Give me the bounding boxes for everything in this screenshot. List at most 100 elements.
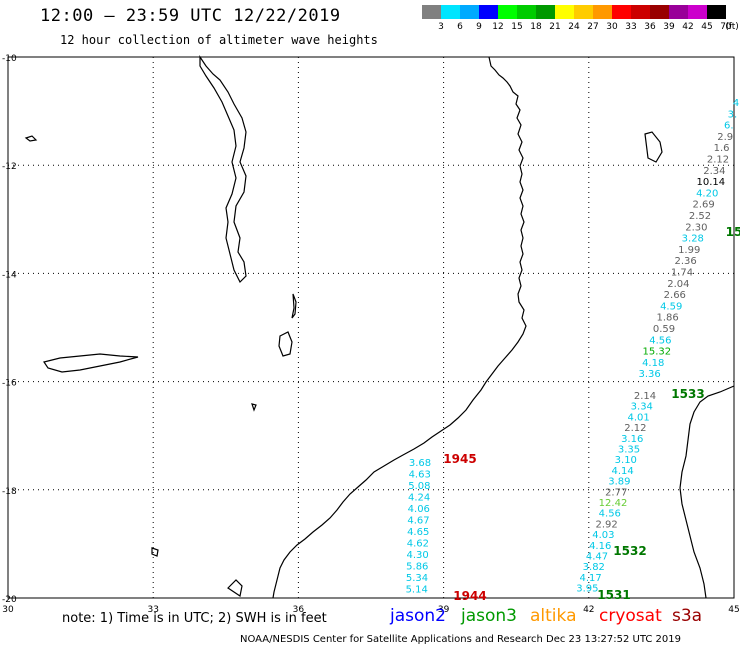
footer-credit: NOAA/NESDIS Center for Satellite Applica…	[240, 634, 682, 645]
wave-height-value: 0.59	[653, 324, 675, 335]
wave-height-value: 2.36	[674, 256, 696, 267]
lat-tick-label: -16	[2, 379, 17, 389]
lon-tick-label: 33	[147, 605, 158, 615]
legend-label: 3	[438, 22, 444, 32]
map-frame	[7, 56, 735, 599]
lon-tick-label: 30	[2, 605, 14, 615]
lake-left	[43, 353, 139, 373]
wave-height-value: 2.30	[685, 222, 707, 233]
wave-height-value: 2.04	[667, 279, 689, 290]
wave-height-value: 5.08	[408, 481, 430, 492]
wave-height-value: 2.77	[605, 487, 627, 498]
wave-height-value: 2.69	[692, 200, 714, 211]
lake-malawi	[199, 55, 247, 284]
wave-height-value: 4.47	[586, 552, 608, 563]
satellite-label: cryosat	[599, 606, 662, 626]
legend-label: 42	[682, 22, 694, 32]
wave-height-value: 15.32	[642, 347, 671, 358]
wave-height-value: 3.	[728, 109, 738, 120]
legend-swatch	[498, 5, 517, 19]
wave-height-value: 5.34	[406, 573, 428, 584]
lat-tick-label: -18	[2, 487, 17, 497]
wave-height-value: 2.14	[634, 391, 656, 402]
wave-height-value: 4.24	[408, 493, 430, 504]
legend-swatch	[460, 5, 479, 19]
wave-height-value: 3.95	[576, 584, 598, 595]
legend-label: 6	[457, 22, 463, 32]
legend-swatch	[612, 5, 631, 19]
wave-height-value: 3.82	[583, 562, 605, 573]
pass-id-label: 15	[726, 225, 740, 239]
wave-height-value: 4.59	[660, 301, 682, 312]
wave-height-value: 4	[733, 98, 739, 109]
satellite-label: jason3	[461, 606, 517, 626]
legend-swatch	[707, 5, 726, 19]
legend-label: 30	[606, 22, 618, 32]
map-title: 12:00 – 23:59 UTC 12/22/2019	[40, 6, 341, 26]
legend-label: 24	[568, 22, 580, 32]
legend-label: 45	[701, 22, 713, 32]
wave-height-value: 3.89	[608, 477, 630, 488]
lake-small	[278, 331, 293, 357]
wave-height-value: 3.36	[638, 369, 660, 380]
legend-swatch	[631, 5, 650, 19]
legend-swatch	[650, 5, 669, 19]
wave-height-value: 2.52	[689, 211, 711, 222]
wave-height-value: 3.16	[621, 434, 643, 445]
lon-tick-label: 45	[728, 605, 739, 615]
legend-label: 15	[511, 22, 523, 32]
wave-height-value: 2.9	[717, 132, 733, 143]
lake-small	[227, 579, 243, 597]
wave-height-value: 6.	[724, 121, 734, 132]
wave-height-value: 3.10	[615, 455, 637, 466]
wave-height-value: 1.6	[714, 143, 730, 154]
wave-height-value: 4.62	[407, 539, 429, 550]
legend-label: 33	[625, 22, 637, 32]
wave-height-value: 1.99	[678, 245, 700, 256]
wave-height-value: 4.65	[407, 527, 429, 538]
lat-tick-label: -12	[2, 162, 17, 172]
madagascar-coast	[679, 385, 735, 599]
wave-height-value: 3.28	[682, 234, 704, 245]
legend-label: 27	[587, 22, 599, 32]
wave-height-value: 4.03	[592, 530, 614, 541]
wave-height-value: 1.74	[671, 268, 693, 279]
wave-height-value: 4.18	[642, 358, 664, 369]
satellite-label: altika	[530, 606, 577, 626]
wave-height-value: 2.92	[595, 519, 617, 530]
satellite-label: s3a	[672, 606, 703, 626]
lake-small	[291, 293, 297, 319]
legend-swatch	[669, 5, 688, 19]
legend-label: 9	[476, 22, 482, 32]
wave-height-value: 5.14	[406, 585, 428, 596]
wave-height-value: 2.66	[664, 290, 686, 301]
lon-tick-label: 42	[583, 605, 594, 615]
lake-small	[151, 547, 159, 557]
pass-id-label: 1944	[453, 589, 486, 603]
lat-tick-label: -14	[2, 270, 17, 280]
legend-label: 12	[492, 22, 504, 32]
legend-label: 18	[530, 22, 542, 32]
wave-height-value: 10.14	[696, 177, 725, 188]
wave-height-value: 4.63	[409, 470, 431, 481]
lon-tick-label: 39	[438, 605, 450, 615]
pass-id-label: 1532	[613, 544, 646, 558]
wave-height-value: 4.20	[696, 188, 718, 199]
wave-height-value: 1.86	[656, 313, 678, 324]
pass-id-label: 1531	[597, 588, 630, 602]
footer-note: note: 1) Time is in UTC; 2) SWH is in fe…	[62, 611, 327, 626]
wave-height-value: 12.42	[599, 498, 628, 509]
legend-label: 39	[663, 22, 675, 32]
lat-tick-label: -20	[2, 595, 17, 605]
wave-height-value: 3.34	[631, 402, 653, 413]
wave-height-value: 4.67	[407, 516, 429, 527]
legend-swatch	[422, 5, 441, 19]
legend-swatch	[441, 5, 460, 19]
legend-swatch	[536, 5, 555, 19]
legend-swatch	[574, 5, 593, 19]
wave-height-value: 3.35	[618, 445, 640, 456]
legend-label: 21	[549, 22, 561, 32]
wave-height-value: 4.30	[406, 550, 428, 561]
wave-height-value: 2.12	[707, 155, 729, 166]
